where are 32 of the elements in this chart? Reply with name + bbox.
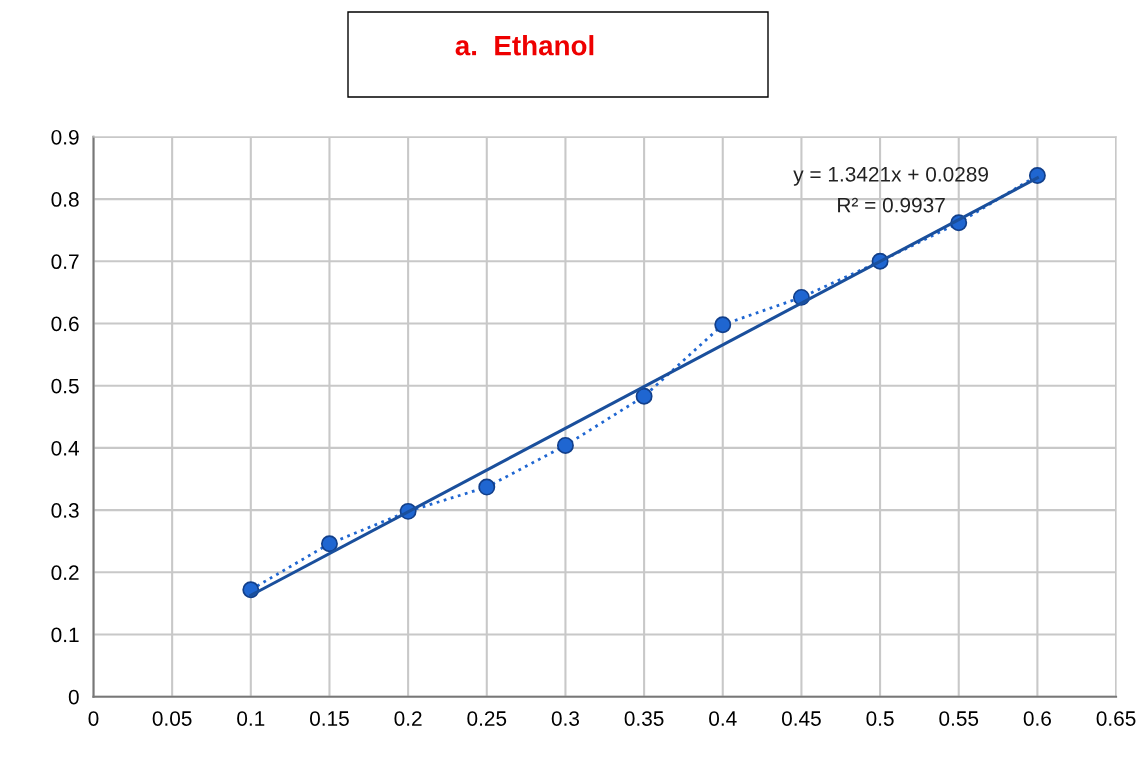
chart-title: a. Ethanol xyxy=(455,35,594,56)
y-tick-label: 0.4 xyxy=(51,440,79,456)
point xyxy=(635,387,653,405)
x-tick-label: 0.4 xyxy=(709,711,737,726)
y-tick-label: 0.8 xyxy=(51,192,79,207)
x-tick-label: 0.35 xyxy=(624,711,664,726)
y-tick-label: 0.5 xyxy=(51,378,79,394)
x-tick-label: 0.25 xyxy=(467,711,507,726)
x-tick-label: 0.55 xyxy=(939,711,979,726)
point xyxy=(320,535,338,553)
x-tick-label: 0.15 xyxy=(310,711,349,726)
point xyxy=(556,436,574,454)
x-tick-label: 0.2 xyxy=(394,711,422,726)
x-tick-label: 0.1 xyxy=(237,711,265,726)
y-tick-label: 0.1 xyxy=(51,627,79,643)
point xyxy=(478,478,496,496)
x-tick-label: 0.45 xyxy=(781,711,821,726)
y-tick-label: 0.9 xyxy=(51,129,79,145)
annotation: R² = 0.9937 xyxy=(838,197,945,213)
x-tick-label: 0.6 xyxy=(1023,711,1051,726)
point xyxy=(714,316,732,334)
x-tick-label: 0.5 xyxy=(866,711,894,726)
y-tick-label: 0.2 xyxy=(51,565,79,581)
y-tick-label: 0.7 xyxy=(51,254,79,270)
y-tick-label: 0.3 xyxy=(51,503,79,518)
x-tick-label: 0.3 xyxy=(551,711,580,726)
x-tick-label: 0 xyxy=(88,711,99,726)
y-tick-label: 0 xyxy=(68,689,79,705)
x-tick-label: 0.05 xyxy=(152,711,192,726)
x-tick-label: 0.65 xyxy=(1096,711,1136,726)
y-tick-label: 0.6 xyxy=(51,316,79,332)
annotation: y = 1.3421x + 0.0289 xyxy=(793,166,988,186)
